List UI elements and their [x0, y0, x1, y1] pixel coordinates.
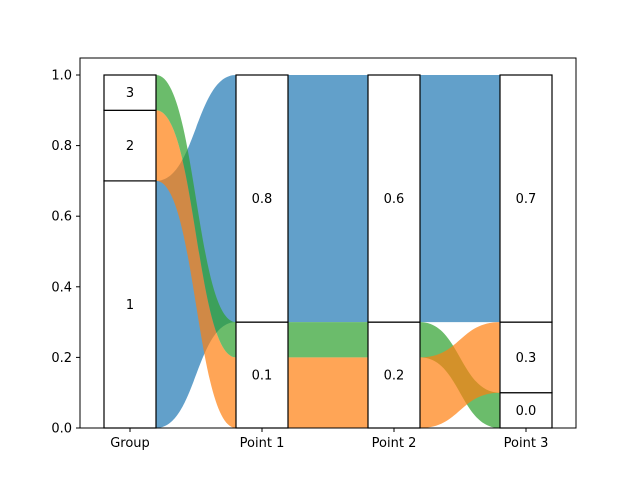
flow-band [420, 322, 500, 428]
x-tick-label: Group [110, 436, 150, 451]
flows-layer [156, 75, 500, 429]
node-label: 0.8 [252, 192, 273, 207]
node-label: 1 [126, 298, 134, 313]
node-box [367, 74, 421, 323]
x-tick-label: Point 3 [504, 436, 549, 451]
y-tick-label: 0.4 [51, 280, 72, 295]
node-box [499, 321, 553, 394]
plot-frame [79, 57, 577, 429]
node-label: 3 [126, 86, 134, 101]
node-label: 0.7 [516, 192, 537, 207]
node-label: 2 [126, 139, 134, 154]
axes-layer: 0.0 0.2 0.4 0.6 0.8 1.0 Group Point 1 Point 2 Poi… [51, 57, 577, 451]
y-tick-label: 1.0 [51, 69, 72, 84]
node-label: 0.0 [516, 404, 537, 419]
y-tick-label: 0.6 [51, 210, 72, 225]
node-label: 0.2 [384, 369, 405, 384]
node-box [103, 180, 157, 429]
flow-band [288, 322, 368, 358]
flow-band [420, 75, 500, 323]
y-tick-label: 0.2 [51, 351, 72, 366]
flow-band [288, 357, 368, 428]
node-box [235, 321, 289, 429]
node-box [367, 321, 421, 429]
x-tick-label: Point 1 [240, 436, 285, 451]
node-box [499, 74, 553, 323]
node-box [103, 74, 157, 111]
flow-band [156, 75, 236, 358]
node-label: 0.6 [384, 192, 405, 207]
node-box [103, 109, 157, 182]
nodes-layer: 1 2 3 0.1 0.8 0.2 0.6 0.0 0.3 0.7 [103, 74, 553, 429]
y-tick-label: 0.0 [51, 422, 72, 437]
x-tick-label: Point 2 [372, 436, 417, 451]
flow-band [156, 110, 236, 429]
node-box [235, 74, 289, 323]
y-tick-label: 0.8 [51, 139, 72, 154]
flow-band [288, 75, 368, 323]
node-label: 0.1 [252, 369, 273, 384]
node-label: 0.3 [516, 351, 537, 366]
